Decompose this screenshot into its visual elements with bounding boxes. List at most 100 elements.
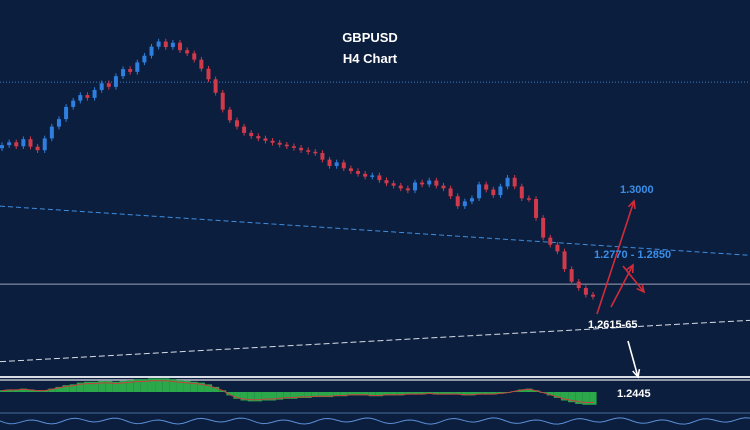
candle-body [121, 69, 126, 77]
candle-body [434, 180, 439, 186]
pullback-arrow-head [636, 284, 646, 294]
candle-body [156, 41, 161, 47]
candle-body [505, 177, 510, 187]
candle-body [491, 189, 496, 196]
candle-body [135, 62, 140, 72]
upper-trend-line [0, 205, 750, 256]
candle-body [249, 132, 254, 137]
candle-body [455, 196, 460, 207]
candle-body [555, 244, 560, 252]
candle-body [256, 136, 261, 139]
candle-body [420, 182, 425, 185]
candle-body [142, 55, 147, 63]
candle-body [284, 144, 289, 147]
candle-body [149, 46, 154, 56]
candle-body [234, 120, 239, 127]
candle-body [591, 294, 595, 297]
bullish-arrow-short [610, 263, 634, 308]
bullish-arrow-long [596, 199, 636, 315]
pullback-arrow [622, 265, 646, 294]
candle-body [313, 151, 318, 154]
chart-timeframe-subtitle: H4 Chart [343, 51, 398, 66]
lower-indicator-line [0, 417, 750, 425]
candle-body [163, 41, 168, 48]
bullish-arrow-long-shaft [596, 200, 635, 315]
candle-body [384, 180, 389, 184]
candle-body [377, 175, 382, 181]
candle-body [85, 95, 90, 98]
candle-body [462, 201, 467, 207]
candle-body [21, 139, 26, 147]
candle-body [42, 138, 47, 151]
levels-layer [0, 81, 750, 379]
candle-body [128, 69, 133, 72]
candle-body [185, 50, 190, 54]
candle-body [320, 152, 325, 160]
candle-body [441, 185, 446, 189]
candle-body [356, 171, 361, 174]
candle-body [14, 142, 19, 147]
candle-body [71, 100, 76, 107]
arrows-layer [596, 199, 646, 379]
candle-body [348, 168, 353, 172]
bearish-arrow-head [632, 368, 641, 379]
candle-body [277, 142, 282, 145]
candle-body [178, 42, 183, 51]
candle-body [519, 186, 524, 199]
candle-body [526, 198, 531, 200]
candle-body [398, 185, 403, 189]
candle-body [405, 188, 410, 191]
candle-body [263, 138, 268, 141]
candle-body [363, 173, 368, 177]
candle-body [498, 186, 503, 196]
candle-body [469, 198, 474, 202]
candle-body [170, 42, 175, 48]
candle-body [427, 180, 432, 185]
target-label-2: 1.2770 - 1.2850 [594, 249, 671, 261]
candle-body [213, 79, 218, 93]
candle-body [391, 183, 396, 186]
candle-body [64, 106, 69, 120]
oscillator-signal-line [1, 380, 593, 403]
candle-body [7, 142, 12, 146]
candle-body [541, 217, 546, 238]
candle-body [113, 76, 118, 87]
oscillator-panel [0, 378, 750, 425]
candle-body [78, 95, 83, 101]
bullish-arrow-short-head [626, 263, 634, 274]
candle-body [341, 162, 346, 169]
candle-body [0, 145, 4, 149]
bullish-arrow-long-head [627, 199, 636, 210]
candle-body [562, 251, 567, 270]
bearish-target-label: 1.2445 [617, 388, 651, 400]
candle-body [99, 83, 104, 90]
candle-body [291, 146, 296, 148]
candle-body [199, 59, 204, 69]
candle-body [35, 146, 40, 151]
candle-body [106, 83, 111, 87]
candle-body [327, 159, 332, 166]
bullish-arrow-short-shaft [610, 264, 634, 308]
candle-body [270, 140, 275, 143]
candle-body [220, 92, 225, 110]
candle-body [206, 68, 211, 80]
pullback-arrow-shaft [622, 265, 645, 293]
candle-body [448, 188, 453, 197]
chart-symbol-title: GBPUSD [342, 30, 398, 45]
candle-body [242, 126, 247, 133]
candle-body [512, 177, 517, 187]
candle-body [477, 184, 482, 199]
support-label: 1.2615-65 [588, 319, 638, 331]
candle-body [484, 184, 489, 190]
candle-body [92, 89, 97, 98]
candle-body [28, 139, 33, 147]
bearish-arrow-shaft [627, 340, 639, 378]
candle-body [299, 147, 304, 151]
candle-body [56, 119, 61, 127]
candle-body [569, 269, 574, 282]
candle-body [49, 126, 54, 139]
candle-body [227, 109, 232, 121]
candle-body [583, 288, 588, 295]
